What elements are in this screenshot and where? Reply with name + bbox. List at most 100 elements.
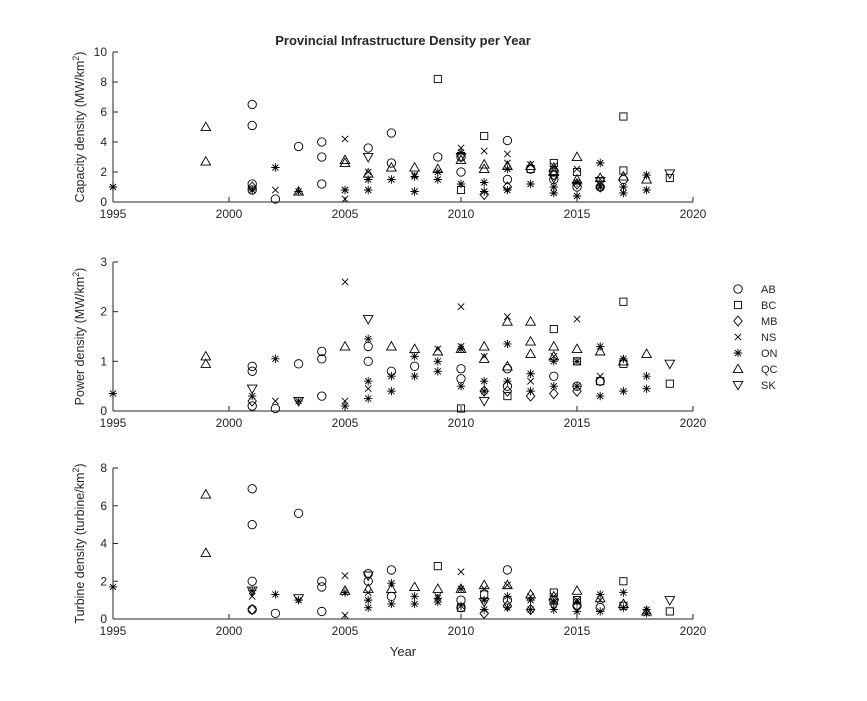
data-point-bc: [433, 562, 442, 571]
data-point-on: [340, 185, 350, 195]
data-point-on: [549, 381, 558, 391]
data-point-mb: [502, 385, 513, 397]
data-point-sk: [362, 152, 374, 163]
data-point-ns: [457, 303, 465, 311]
data-point-on: [526, 605, 535, 614]
data-point-ab: [247, 519, 257, 530]
data-point-sk: [664, 169, 676, 180]
data-point-on: [248, 586, 257, 595]
data-point-bc: [433, 74, 442, 84]
data-point-on: [364, 595, 373, 605]
figure-title: Provincial Infrastructure Density per Ye…: [275, 33, 531, 48]
legend-label-ns: NS: [761, 332, 776, 344]
x-tick-label: 2010: [448, 416, 475, 430]
data-point-bc: [526, 164, 535, 174]
data-point-ab: [363, 356, 373, 366]
data-point-ns: [527, 377, 535, 385]
data-point-mb: [572, 385, 582, 397]
data-point-on: [503, 339, 512, 349]
data-point-on: [596, 607, 605, 616]
data-point-qc: [617, 170, 629, 181]
y-axis-label: Power density (MW/km2): [71, 268, 87, 406]
data-point-qc: [455, 154, 467, 165]
data-point-on: [456, 584, 466, 593]
data-point-ab: [317, 576, 327, 586]
data-point-on: [433, 175, 442, 184]
legend-marker-mb: [733, 315, 743, 327]
data-point-ab: [409, 361, 420, 371]
data-point-sk: [455, 152, 467, 163]
x-tick-label: 2000: [216, 416, 243, 430]
y-tick-label: 4: [100, 135, 107, 149]
data-point-on: [271, 163, 280, 172]
x-tick-label: 2005: [332, 207, 359, 221]
data-point-bc: [549, 325, 558, 334]
data-point-on: [596, 590, 605, 599]
data-point-on: [108, 389, 118, 398]
series-bc: [456, 297, 674, 413]
data-point-sk: [246, 384, 258, 395]
data-point-on: [294, 595, 303, 605]
data-point-ab: [317, 582, 327, 592]
data-point-ab: [317, 179, 327, 189]
data-point-on: [340, 588, 350, 597]
series-ab: [247, 99, 629, 204]
data-point-on: [364, 175, 373, 184]
data-point-qc: [548, 340, 560, 351]
data-point-sk: [664, 596, 676, 606]
data-point-qc: [339, 154, 351, 165]
data-point-bc: [619, 577, 628, 586]
data-point-bc: [596, 377, 605, 386]
data-point-qc: [641, 605, 653, 616]
data-point-on: [410, 187, 419, 196]
data-point-ab: [386, 158, 397, 168]
data-point-on: [387, 175, 396, 184]
y-tick-label: 2: [100, 165, 107, 179]
data-point-on: [410, 372, 419, 381]
data-point-sk: [478, 597, 490, 608]
data-point-ab: [247, 604, 257, 615]
y-tick-label: 8: [100, 461, 107, 475]
data-point-qc: [641, 173, 653, 184]
data-point-qc: [501, 315, 513, 326]
data-point-on: [572, 597, 582, 607]
data-point-on: [549, 357, 558, 366]
data-point-ab: [247, 576, 257, 586]
data-point-on: [572, 381, 582, 391]
data-point-on: [526, 595, 535, 605]
data-point-ab: [456, 374, 466, 384]
y-tick-label: 2: [100, 305, 107, 319]
data-point-on: [642, 372, 651, 381]
data-point-ns: [480, 147, 488, 155]
y-tick-label: 1: [100, 354, 107, 368]
data-point-ns: [341, 397, 349, 405]
data-point-bc: [619, 297, 628, 306]
data-point-qc: [200, 121, 212, 132]
y-tick-label: 6: [100, 499, 107, 513]
data-point-qc: [455, 343, 467, 353]
data-point-qc: [525, 315, 537, 326]
data-point-sk: [594, 176, 606, 187]
series-sk: [246, 571, 676, 608]
data-point-ab: [502, 565, 513, 575]
data-point-on: [503, 592, 512, 601]
data-point-on: [456, 179, 466, 189]
data-point-on: [619, 386, 628, 396]
data-point-ab: [433, 152, 443, 162]
data-point-mb: [525, 603, 536, 616]
data-point-qc: [571, 173, 583, 184]
data-point-qc: [594, 345, 606, 356]
data-point-on: [433, 367, 442, 376]
data-point-ab: [317, 152, 327, 162]
data-point-on: [387, 599, 396, 609]
data-point-ab: [317, 137, 327, 147]
data-point-qc: [501, 579, 513, 590]
data-point-on: [480, 605, 489, 614]
x-tick-label: 2000: [216, 207, 243, 221]
data-point-on: [480, 187, 489, 196]
data-point-on: [549, 188, 558, 198]
data-point-sk: [362, 315, 374, 325]
data-point-on: [572, 357, 582, 366]
data-point-sk: [362, 571, 374, 582]
data-point-qc: [548, 161, 560, 172]
